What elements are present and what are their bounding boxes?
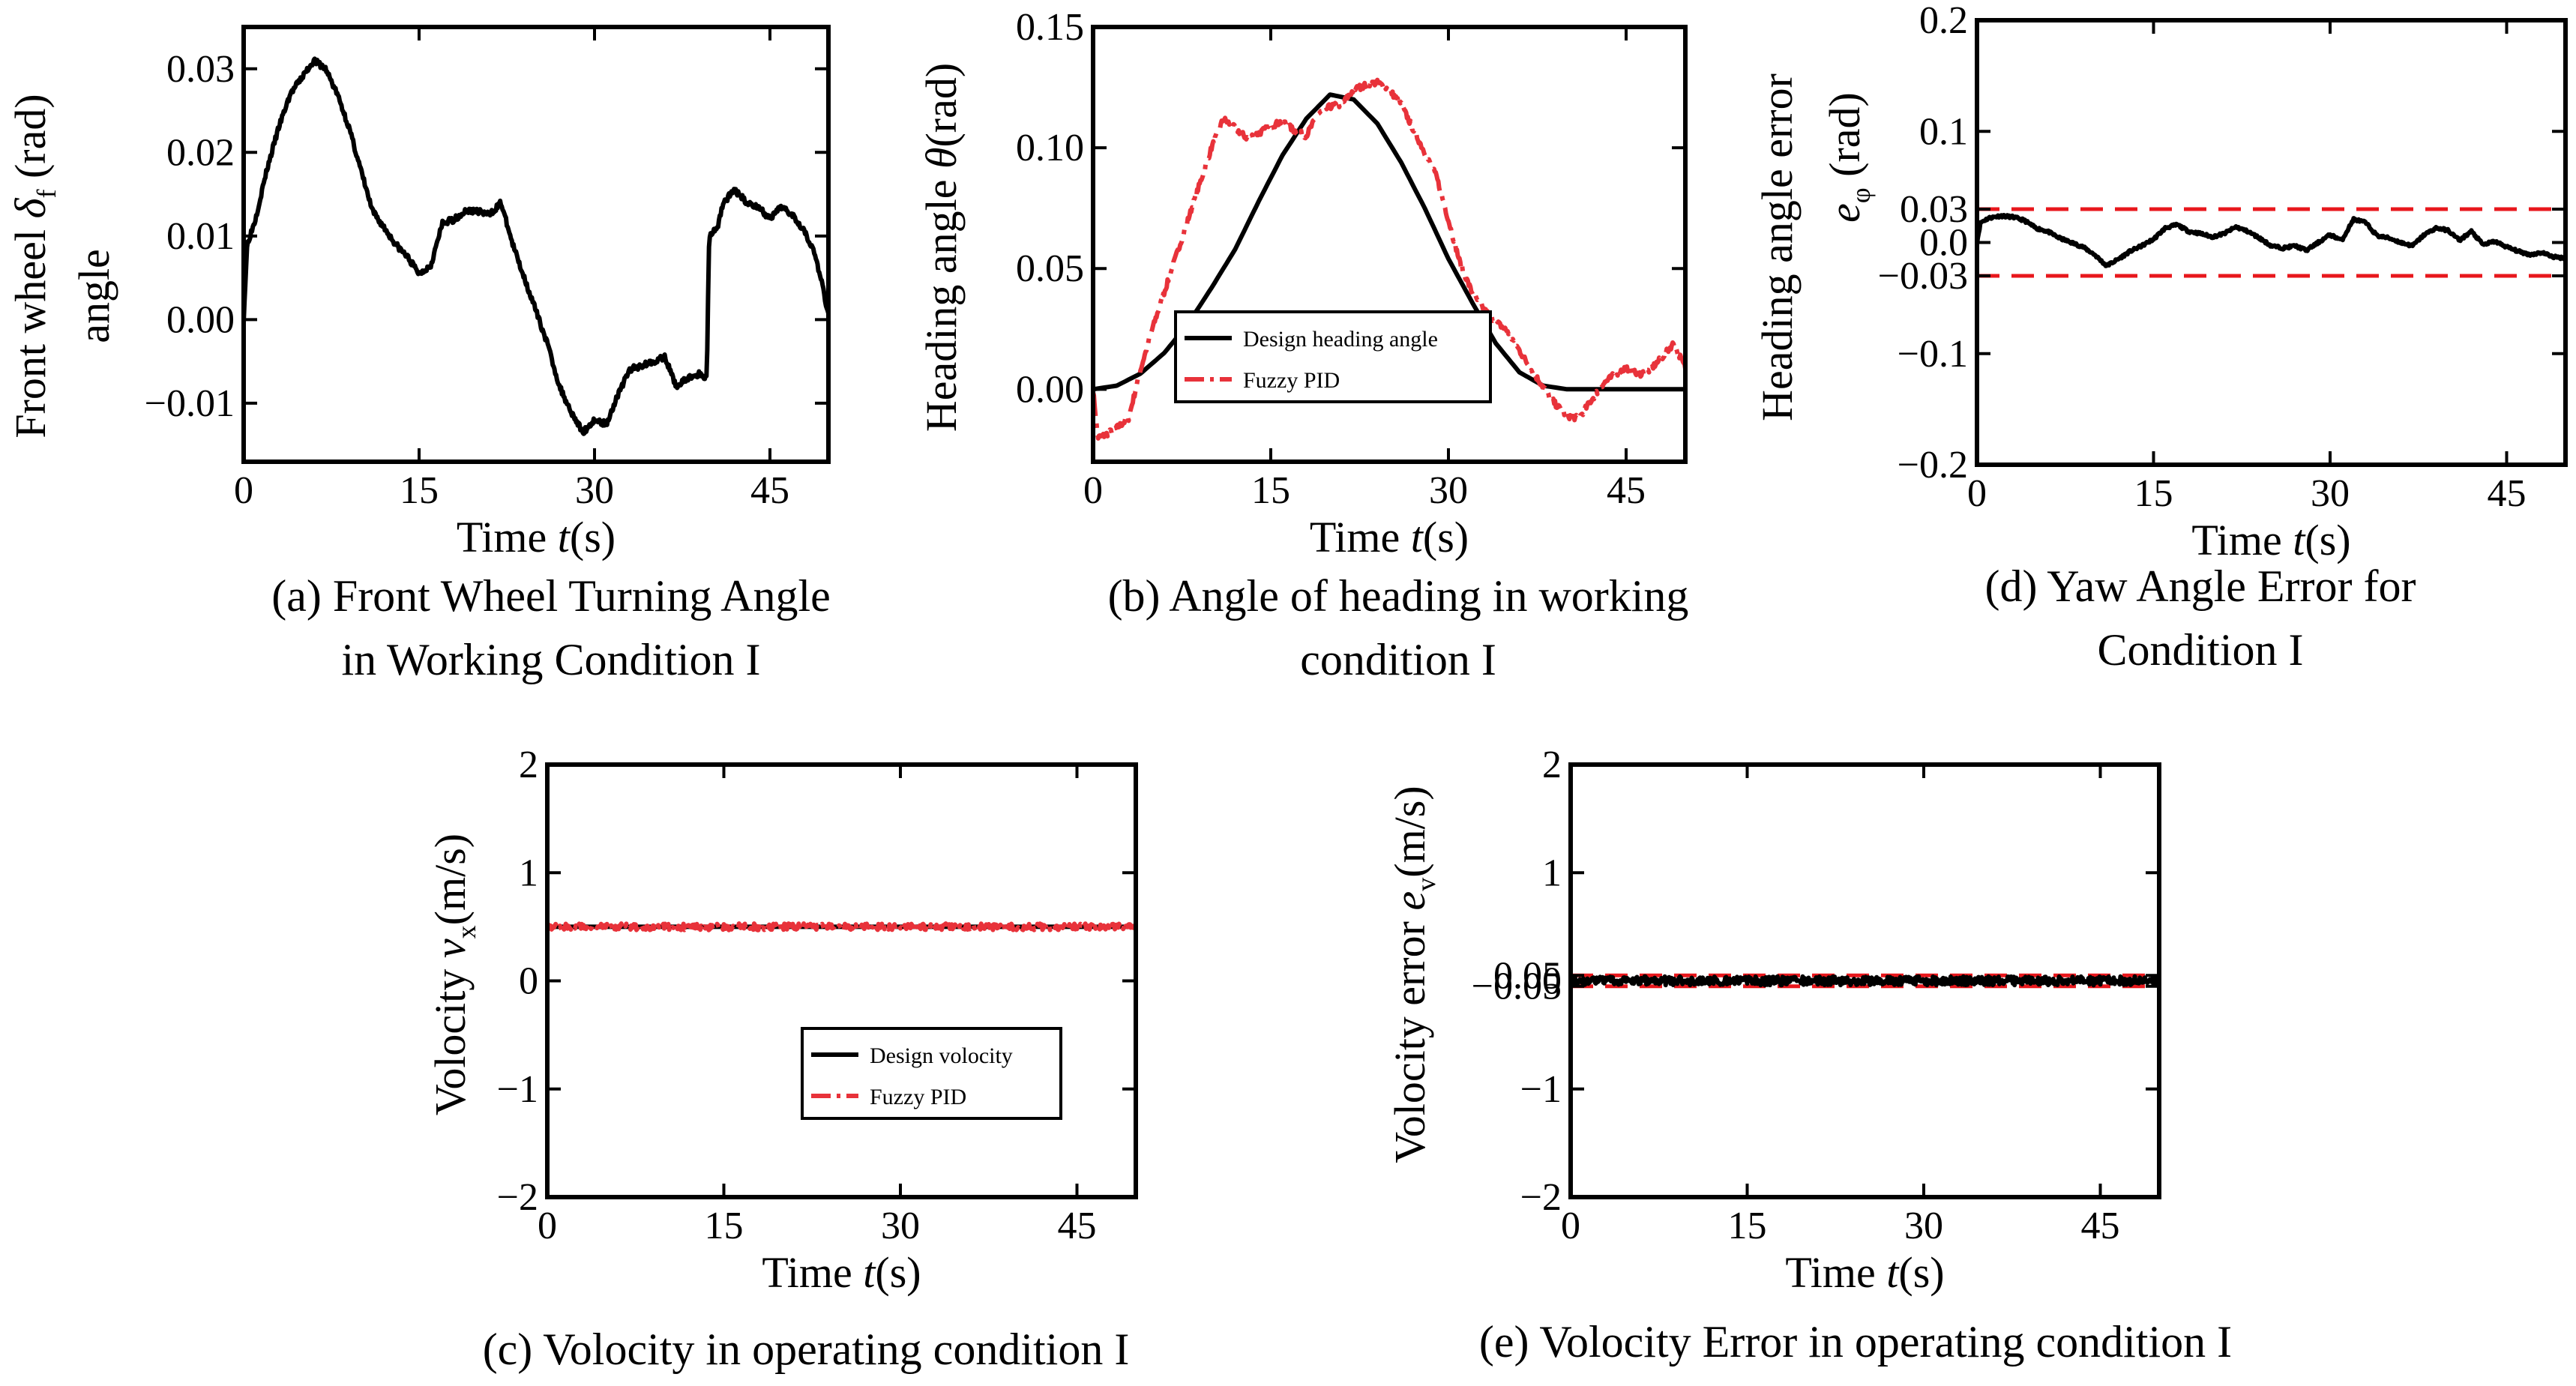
legend: Design heading angle Fuzzy PID [1174, 310, 1492, 403]
x-tick-label: 0 [538, 1205, 557, 1247]
x-tick-label: 15 [705, 1205, 744, 1247]
y-tick-label: 0.01 [166, 215, 235, 258]
y-tick-label: 0.00 [1016, 368, 1084, 411]
x-tick-label: 15 [1251, 469, 1290, 512]
series-line-heading-angle-error [1977, 213, 2566, 268]
y-axis-label: Heading angle θ(rad) [917, 63, 966, 432]
chart-a: 0 15 30 45 −0.01 0.00 0.01 0.02 0.03 Time t(s) Fro… [6, 25, 831, 684]
y-tick-label: −0.1 [1898, 333, 1968, 376]
plot-frame [241, 25, 831, 464]
chart-caption: (d) Yaw Angle Error for [1985, 561, 2416, 611]
chart-b: 0 15 30 45 0.00 0.05 0.10 0.15 Time t(s) Heading … [917, 6, 1688, 684]
legend-box [801, 1027, 1062, 1120]
series-line-fuzzy-pid [547, 921, 1136, 932]
series-line-volocity-error [1571, 974, 2159, 988]
chart-caption: condition I [1300, 635, 1496, 684]
y-tick-label: −2 [497, 1176, 538, 1219]
y-tick-label: 2 [1542, 744, 1562, 786]
x-axis-label: Time t(s) [2191, 516, 2350, 564]
y-axis-label: Volocity error ev(m/s) [1385, 786, 1441, 1163]
y-tick-label: 0 [1542, 960, 1562, 1003]
x-axis-label: Time t(s) [1310, 513, 1469, 561]
x-tick-label: 45 [750, 469, 789, 512]
y-axis-label: Volocity vx(m/s) [426, 834, 481, 1115]
y-tick-label: −0.01 [145, 382, 235, 425]
plot-frame [545, 762, 1138, 1199]
legend-label: Design volocity [870, 1043, 1013, 1068]
x-tick-label: 45 [1607, 469, 1646, 512]
y-tick-label: 0.03 [1900, 188, 1968, 231]
x-tick-label: 30 [1429, 469, 1468, 512]
y-tick-label: −0.03 [1878, 255, 1968, 298]
x-tick-label: 30 [575, 469, 614, 512]
y-tick-label: 0.03 [166, 48, 235, 91]
x-tick-label: 45 [2488, 472, 2527, 515]
chart-d: 0 15 30 45 −0.2 −0.1 −0.030.00.03 0.1 0.2 Time t(… [1753, 0, 2568, 675]
x-tick-label: 0 [1967, 472, 1987, 515]
chart-caption: (e) Volocity Error in operating conditio… [1479, 1317, 2232, 1367]
y-tick-label: 0.10 [1016, 127, 1084, 169]
y-tick-label: 0.00 [166, 298, 235, 341]
chart-caption: in Working Condition I [341, 635, 760, 684]
y-tick-label: 2 [519, 744, 538, 786]
y-tick-label: −0.2 [1898, 444, 1968, 486]
x-tick-label: 30 [2311, 472, 2350, 515]
chart-c: 0 15 30 45 −2 −1 0 1 2 Time t(s) Volocity vx(m/s) D… [426, 744, 1138, 1374]
x-axis-label: Time t(s) [1785, 1248, 1944, 1297]
x-tick-label: 15 [2134, 472, 2173, 515]
legend-box [1174, 310, 1492, 403]
y-tick-label: −1 [497, 1068, 538, 1111]
y-tick-label: 0.02 [166, 131, 235, 174]
x-tick-label: 15 [1728, 1205, 1767, 1247]
series-line-fuzzy-pid [1093, 77, 1685, 441]
y-axis-label: Front wheel δf (rad) [6, 94, 61, 438]
x-tick-label: 0 [1561, 1205, 1580, 1247]
x-axis-label: Time t(s) [457, 513, 616, 561]
legend: Design volocity Fuzzy PID [801, 1027, 1062, 1120]
chart-caption: Condition I [2097, 625, 2303, 675]
x-axis-label: Time t(s) [762, 1248, 921, 1297]
y-axis-symbol: eφ (rad) [1820, 92, 1876, 223]
y-tick-label: 0.05 [1016, 247, 1084, 290]
y-tick-label: −0.05 [1472, 965, 1562, 1008]
legend-label: Fuzzy PID [870, 1085, 966, 1109]
y-tick-label: 0.2 [1919, 0, 1968, 42]
x-tick-label: 0 [1083, 469, 1103, 512]
legend-label: Fuzzy PID [1243, 368, 1340, 393]
legend-label: Design heading angle [1243, 327, 1438, 352]
x-tick-label: 0 [234, 469, 253, 512]
x-tick-label: 45 [1058, 1205, 1097, 1247]
x-tick-label: 30 [1904, 1205, 1943, 1247]
series-line-front-wheel-angle [244, 56, 828, 436]
y-tick-label: −2 [1520, 1176, 1562, 1219]
x-tick-label: 15 [400, 469, 439, 512]
y-tick-label: 1 [519, 852, 538, 894]
x-tick-label: 45 [2081, 1205, 2120, 1247]
y-tick-label: 0.05 [1493, 954, 1562, 997]
y-axis-label-line2: angle [70, 249, 118, 343]
y-tick-label: 1 [1542, 852, 1562, 894]
x-tick-label: 30 [881, 1205, 920, 1247]
chart-caption: (a) Front Wheel Turning Angle [271, 571, 831, 621]
y-tick-label: 0 [519, 960, 538, 1003]
chart-caption: (b) Angle of heading in working [1108, 571, 1689, 621]
chart-caption: (c) Volocity in operating condition I [483, 1325, 1130, 1374]
y-tick-label: −1 [1520, 1068, 1562, 1111]
y-tick-label: 0.1 [1919, 110, 1968, 153]
y-tick-label: 0.0 [1919, 222, 1968, 265]
y-axis-label: Heading angle error [1753, 73, 1802, 421]
y-tick-label: 0.15 [1016, 6, 1084, 49]
plot-frame [1091, 25, 1688, 464]
